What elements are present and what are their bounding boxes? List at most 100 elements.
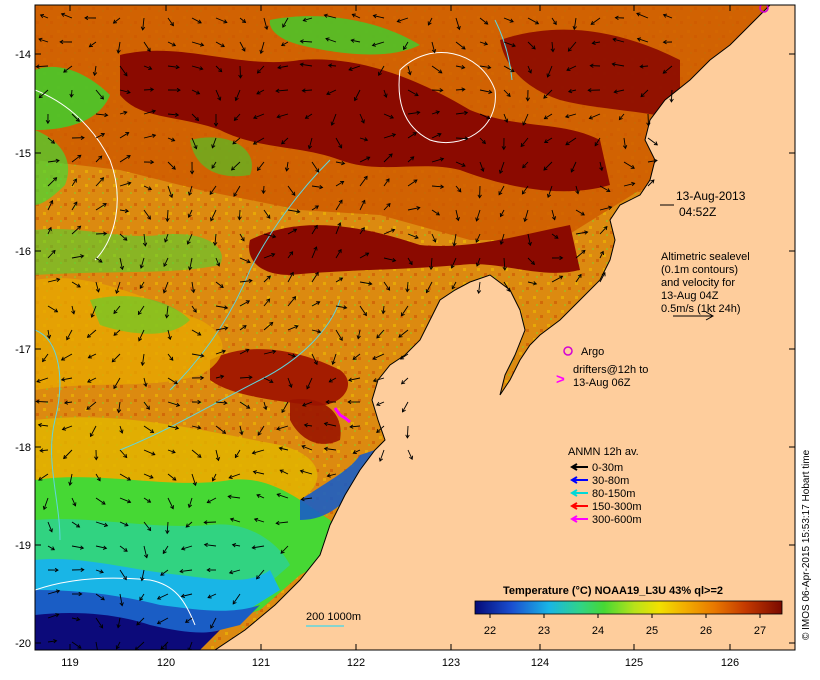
- velocity-arrow: [276, 493, 289, 499]
- velocity-arrow: [284, 161, 290, 172]
- velocity-arrow: [47, 589, 61, 595]
- velocity-arrow: [238, 65, 243, 79]
- velocity-arrow: [143, 497, 152, 503]
- velocity-arrow: [143, 65, 153, 71]
- velocity-arrow: [301, 88, 313, 93]
- velocity-arrow: [455, 209, 460, 222]
- velocity-arrow: [311, 205, 320, 211]
- colorbar-tick-label: 24: [592, 625, 604, 637]
- velocity-arrow: [37, 422, 49, 428]
- velocity-arrow: [311, 271, 319, 283]
- lat-tick-label: -16: [15, 246, 31, 258]
- velocity-arrow: [325, 37, 337, 43]
- velocity-arrow: [71, 641, 82, 649]
- velocity-arrow: [95, 521, 109, 527]
- velocity-arrow: [252, 137, 265, 145]
- velocity-arrow: [215, 305, 229, 310]
- velocity-arrow: [599, 185, 611, 193]
- velocity-arrow: [215, 41, 225, 48]
- velocity-arrow: [323, 421, 337, 427]
- velocity-arrow: [328, 377, 337, 383]
- velocity-arrows: [35, 12, 674, 650]
- velocity-arrow: [431, 110, 441, 115]
- velocity-arrow: [215, 374, 225, 379]
- velocity-arrow: [60, 12, 73, 19]
- velocity-arrow: [167, 473, 177, 481]
- velocity-arrow: [209, 185, 217, 196]
- velocity-arrow: [599, 161, 604, 172]
- velocity-arrow: [256, 89, 265, 95]
- velocity-arrow: [256, 569, 265, 580]
- velocity-arrow: [232, 137, 241, 145]
- velocity-arrow: [71, 545, 85, 550]
- altimetry-line-4: 13-Aug 04Z: [661, 290, 719, 302]
- velocity-arrow: [71, 135, 85, 140]
- velocity-arrow: [371, 41, 385, 47]
- land-mass: [214, 5, 795, 650]
- velocity-arrow: [622, 137, 628, 150]
- velocity-arrow: [376, 425, 385, 433]
- velocity-arrow: [359, 227, 365, 235]
- velocity-arrow: [233, 185, 241, 197]
- velocity-arrow: [477, 185, 482, 199]
- velocity-arrow: [237, 209, 242, 221]
- velocity-arrow: [47, 638, 58, 644]
- velocity-arrow: [164, 233, 169, 243]
- velocity-arrow: [351, 13, 361, 19]
- velocity-arrow: [143, 41, 151, 53]
- velocity-arrow: [311, 161, 320, 173]
- velocity-arrow: [323, 446, 337, 452]
- argo-label: Argo: [581, 346, 604, 358]
- velocity-arrow: [207, 593, 217, 599]
- lon-tick-label: 123: [442, 657, 460, 669]
- velocity-arrow: [167, 497, 174, 510]
- velocity-arrow: [215, 349, 227, 355]
- velocity-arrow: [503, 17, 514, 23]
- velocity-arrow: [431, 209, 441, 216]
- velocity-arrow: [119, 132, 130, 139]
- velocity-arrow: [189, 161, 195, 175]
- velocity-arrow: [113, 377, 121, 390]
- velocity-arrow: [167, 353, 174, 361]
- velocity-arrow: [303, 423, 313, 428]
- velocity-arrow: [68, 473, 73, 486]
- velocity-arrow: [143, 377, 148, 388]
- velocity-arrow: [359, 137, 369, 142]
- lon-tick-label: 120: [157, 657, 175, 669]
- velocity-arrow: [276, 425, 289, 431]
- velocity-arrow: [140, 569, 145, 582]
- velocity-arrow: [455, 87, 466, 92]
- velocity-arrow: [498, 161, 505, 175]
- velocity-arrow: [71, 567, 85, 572]
- velocity-arrow: [256, 65, 265, 74]
- velocity-arrow: [407, 65, 412, 76]
- velocity-arrow: [72, 591, 83, 597]
- velocity-arrow: [383, 153, 393, 163]
- velocity-arrow: [522, 161, 529, 169]
- velocity-arrow: [239, 401, 251, 409]
- velocity-arrow: [191, 281, 196, 294]
- velocity-arrow: [407, 257, 413, 266]
- velocity-arrow: [160, 569, 169, 576]
- map-frame: [34, 4, 796, 651]
- velocity-arrow: [188, 257, 193, 271]
- velocity-arrow: [119, 65, 128, 77]
- velocity-arrow: [282, 17, 289, 28]
- velocity-arrow: [335, 222, 342, 235]
- velocity-arrow: [140, 17, 146, 31]
- velocity-arrow: [525, 89, 530, 102]
- velocity-arrow: [212, 233, 218, 247]
- velocity-arrow: [503, 89, 511, 98]
- velocity-arrow: [503, 65, 515, 73]
- colorbar-ticks: 22 23 24 25 26 27: [484, 614, 766, 637]
- velocity-arrow: [359, 156, 371, 163]
- velocity-arrow: [396, 17, 409, 23]
- velocity-arrow: [95, 545, 108, 550]
- colorbar-tick-label: 25: [646, 625, 658, 637]
- velocity-arrow: [455, 41, 466, 50]
- velocity-arrow: [330, 113, 337, 126]
- velocity-arrow: [551, 275, 564, 283]
- anmn-legend-item: 300-600m: [570, 514, 642, 526]
- velocity-arrow: [38, 89, 49, 99]
- velocity-arrow: [47, 226, 52, 235]
